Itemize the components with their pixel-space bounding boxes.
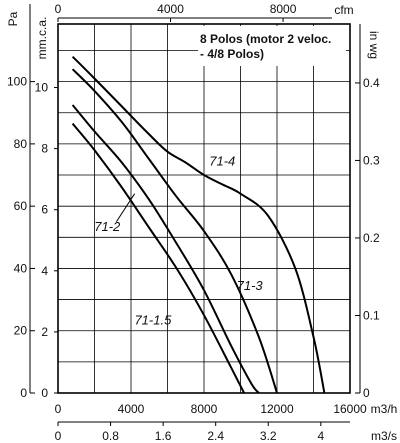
tick-label-inwg: 0.1 [363,308,380,322]
tick-label-m3s: 4 [317,429,324,443]
series-label-71-1.5: 71-1.5 [134,312,172,327]
tick-label-m3h: 0 [55,402,62,416]
tick-label-m3s: 1.6 [155,429,172,443]
series-line-71-4 [71,55,326,394]
tick-label-inwg: 0.4 [363,76,380,90]
axis-label-inwg: in wg [367,31,381,59]
axis-label-pa: Pa [6,11,20,26]
tick-label-mmca: 10 [35,81,49,95]
tick-label-m3s: 2.4 [207,429,224,443]
tick-label-mmca: 4 [41,264,48,278]
tick-label-pa: 60 [14,199,28,213]
tick-label-m3s: 3.2 [260,429,277,443]
legend-box-line-2: - 4/8 Polos) [200,47,264,61]
series-lines: 71-1.5 71-2 71-3 71-4 [71,55,326,394]
series-line-71-3 [71,68,278,394]
tick-label-cfm: 0 [55,2,62,16]
tick-label-m3h: 4000 [118,402,145,416]
grid-lines [58,24,350,393]
tick-label-m3h: 8000 [191,402,218,416]
tick-label-mmca: 2 [41,325,48,339]
legend-box: 8 Polos (motor 2 veloc. - 4/8 Polos) [198,26,346,66]
tick-label-pa: 80 [14,137,28,151]
tick-label-m3s: 0.8 [102,429,119,443]
tick-label-cfm: 4000 [157,2,184,16]
tick-label-pa: 40 [14,261,28,275]
series-label-leader-71-2 [115,193,136,223]
tick-label-m3h: 16000 [333,402,367,416]
tick-label-inwg: 0.3 [363,153,380,167]
tick-label-pa: 20 [14,324,28,338]
tick-label-mmca: 0 [41,386,48,400]
tick-label-cfm: 8000 [270,2,297,16]
series-label-71-4: 71-4 [209,154,235,169]
series-label-71-3: 71-3 [237,278,264,293]
plot-frame [57,23,351,394]
tick-label-pa: 100 [7,75,27,89]
axis-label-cfm: cfm [334,3,353,17]
axis-label-m3s: m3/s [371,429,397,443]
tick-label-m3s: 0 [55,429,62,443]
tick-label-mmca: 6 [41,203,48,217]
legend-box-background [198,26,346,66]
series-line-71-1.5 [71,122,245,394]
series-label-71-2: 71-2 [94,219,121,234]
axis-label-m3h: m3/h [371,402,398,416]
legend-box-line-1: 8 Polos (motor 2 veloc. [200,32,331,46]
tick-label-mmca: 8 [41,142,48,156]
tick-label-inwg: 0 [363,386,370,400]
tick-label-pa: 0 [20,386,27,400]
series-line-71-2 [71,104,260,394]
tick-label-m3h: 12000 [260,402,294,416]
tick-label-inwg: 0.2 [363,231,380,245]
axis-label-mmca: mm.c.a. [35,17,49,60]
